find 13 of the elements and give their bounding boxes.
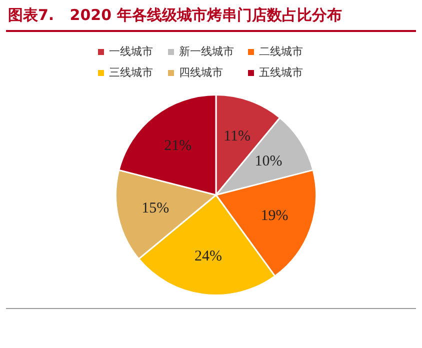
- data-label: 10%: [254, 154, 282, 170]
- legend-label: 二线城市: [259, 44, 303, 59]
- legend-label: 四线城市: [179, 65, 223, 80]
- legend-label: 一线城市: [109, 44, 153, 59]
- data-label: 21%: [164, 138, 192, 154]
- data-label: 15%: [142, 200, 170, 216]
- data-label: 19%: [260, 208, 288, 224]
- legend-label: 新一线城市: [179, 44, 234, 59]
- legend-label: 三线城市: [109, 65, 153, 80]
- legend-label: 五线城市: [259, 65, 303, 80]
- data-label: 24%: [194, 248, 222, 265]
- data-label: 11%: [224, 128, 251, 144]
- chart-title: 图表7. 2020 年各线级城市烤串门店数占比分布: [8, 6, 342, 25]
